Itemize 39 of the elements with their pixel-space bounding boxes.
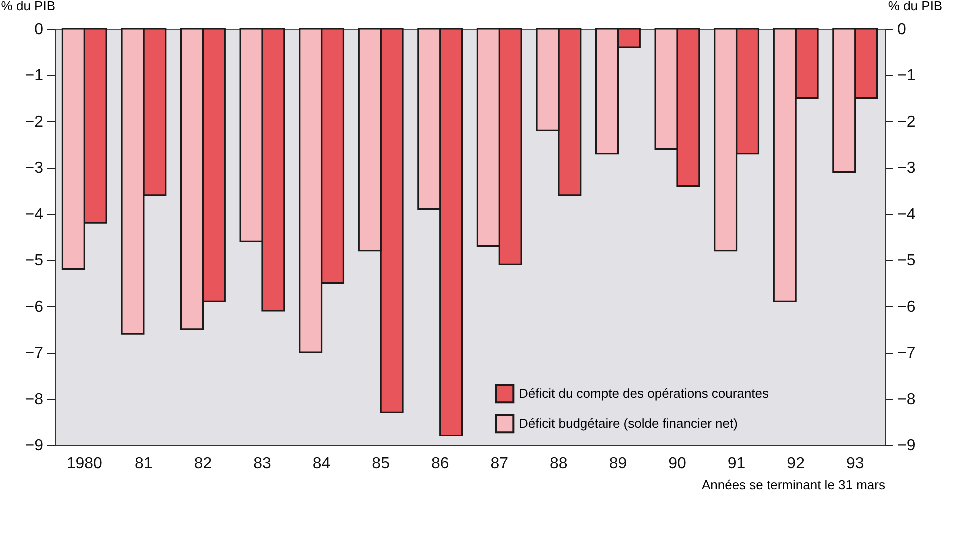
y2-tick-label: −5 [898,252,916,270]
x-tick-label: 90 [668,456,686,472]
x-tick-label: 83 [254,456,272,472]
x-tick-label: 92 [787,456,806,472]
y-tick-label: −5 [25,252,44,270]
legend-label: Déficit budgétaire (solde financier net) [519,416,738,431]
x-tick-label: 87 [490,456,509,472]
y2-tick-label: −1 [898,68,916,85]
x-axis-title: Années se terminant le 31 mars [702,478,886,492]
y2-tick-label: −4 [898,206,916,224]
y-tick-label: 0 [34,22,44,38]
y2-tick-label: −8 [898,391,916,408]
y-tick-label: −8 [25,391,44,408]
x-tick-label: 86 [431,456,450,472]
y-tick-label: −4 [25,206,44,224]
y2-axis-title: % du PIB [888,0,943,14]
x-tick-label: 88 [550,456,568,472]
x-tick-label: 89 [609,456,628,472]
y2-tick-label: −9 [898,438,916,454]
x-tick-label: 82 [194,456,212,472]
x-tick-label: 81 [135,456,153,472]
x-tick-label: 84 [312,456,331,472]
y2-tick-label: 0 [898,22,906,38]
y-tick-label: −2 [25,114,44,131]
y-tick-label: −9 [25,438,44,454]
y-tick-label: −6 [25,298,44,316]
y-tick-label: −1 [25,68,44,85]
x-tick-label: 91 [728,456,746,472]
x-tick-label: 1980 [66,456,103,472]
y2-tick-label: −2 [898,114,916,131]
y-axis-title: % du PIB [1,0,56,14]
y2-tick-label: −7 [898,345,916,362]
legend-label: Déficit du compte des opérations courantes [519,386,770,401]
x-tick-label: 93 [846,456,864,472]
y-tick-label: −3 [25,160,44,178]
y-tick-label: −7 [25,345,44,362]
y2-tick-label: −3 [898,160,916,178]
y2-tick-label: −6 [898,298,916,316]
x-tick-label: 85 [372,456,390,472]
